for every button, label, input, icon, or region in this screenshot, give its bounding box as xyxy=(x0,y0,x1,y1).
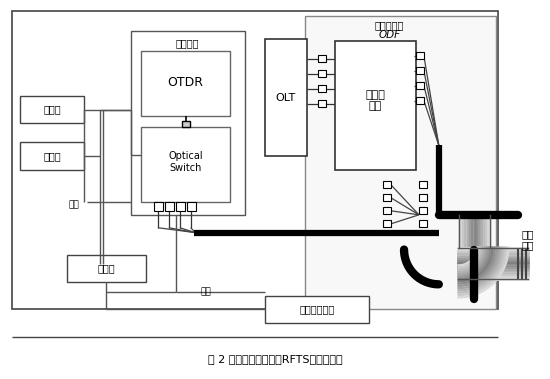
Bar xyxy=(20,143,84,170)
Text: 网线: 网线 xyxy=(200,288,211,297)
Bar xyxy=(20,96,84,124)
Bar xyxy=(265,296,369,323)
Bar xyxy=(186,202,196,211)
Text: 图 2 集中光测量系统（RFTS）构成简图: 图 2 集中光测量系统（RFTS）构成简图 xyxy=(208,354,342,364)
Bar xyxy=(154,202,163,211)
Bar xyxy=(165,202,174,211)
Text: 光纤配线架: 光纤配线架 xyxy=(375,20,404,30)
Bar xyxy=(419,194,427,201)
Bar xyxy=(416,67,424,74)
Bar xyxy=(416,52,424,59)
Bar xyxy=(182,121,190,127)
Bar xyxy=(383,181,391,188)
Bar xyxy=(334,41,416,170)
Text: 交换机: 交换机 xyxy=(97,263,115,273)
Bar xyxy=(419,220,427,227)
Text: OTDR: OTDR xyxy=(168,76,204,89)
Text: ODF: ODF xyxy=(378,30,400,40)
Text: 网线: 网线 xyxy=(69,200,79,209)
Bar xyxy=(67,255,146,282)
Bar xyxy=(383,207,391,214)
Text: 耦合器
模块: 耦合器 模块 xyxy=(365,90,385,111)
Text: 警报灯: 警报灯 xyxy=(44,105,62,114)
Bar xyxy=(416,97,424,103)
Bar xyxy=(141,127,230,202)
Text: OLT: OLT xyxy=(276,93,296,103)
Bar xyxy=(318,70,326,77)
Text: 局外
光缆: 局外 光缆 xyxy=(522,229,535,251)
Bar xyxy=(305,16,496,309)
Bar xyxy=(419,181,427,188)
Bar xyxy=(318,100,326,106)
Bar xyxy=(141,51,230,116)
Bar xyxy=(383,220,391,227)
Bar xyxy=(416,82,424,89)
Bar xyxy=(131,31,245,215)
Bar xyxy=(318,55,326,62)
Bar xyxy=(383,194,391,201)
Bar xyxy=(419,207,427,214)
Bar xyxy=(176,202,185,211)
Text: 客户端计算机: 客户端计算机 xyxy=(299,304,334,314)
Bar xyxy=(12,11,498,309)
Bar xyxy=(265,39,307,156)
Text: 监测仪器: 监测仪器 xyxy=(176,38,200,48)
Bar xyxy=(318,85,326,92)
Text: Optical
Switch: Optical Switch xyxy=(168,151,203,173)
Text: 服务器: 服务器 xyxy=(44,151,62,161)
